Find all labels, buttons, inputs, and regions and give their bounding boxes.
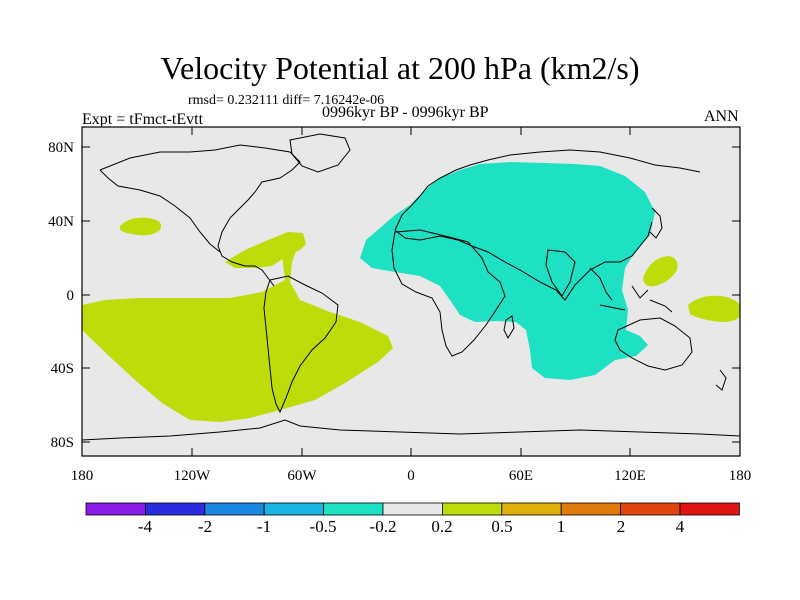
experiment-label: Expt = tFmct-tEvtt bbox=[82, 111, 204, 128]
colorbar-box bbox=[441, 502, 503, 516]
coastline-north-america bbox=[99, 144, 301, 287]
coastline-madagascar bbox=[503, 315, 515, 340]
positive-region-west-pacific bbox=[643, 256, 678, 287]
colorbar-label: -1 bbox=[257, 517, 271, 536]
colorbar-label: -2 bbox=[198, 517, 212, 536]
coastline-antarctica bbox=[82, 419, 740, 441]
colorbar-label: -0.2 bbox=[370, 517, 397, 536]
colorbar-box bbox=[85, 502, 146, 516]
lon-label-180e: 180 bbox=[729, 468, 752, 484]
period-label: 0996kyr BP - 0996kyr BP bbox=[322, 104, 489, 121]
coastline-greenland bbox=[289, 133, 351, 173]
colorbar-box bbox=[620, 502, 681, 516]
coastline-new-zealand bbox=[715, 369, 727, 391]
axis-ticks bbox=[81, 127, 741, 456]
map-title: Velocity Potential at 200 hPa (km2/s) bbox=[160, 50, 640, 86]
lon-label-120e: 120E bbox=[614, 468, 646, 484]
positive-region-south-pacific bbox=[82, 235, 393, 422]
colorbar-label: 2 bbox=[617, 517, 626, 536]
lat-label-40s: 40S bbox=[51, 361, 74, 377]
colorbar-box bbox=[679, 502, 740, 516]
colorbar-label: 0.5 bbox=[491, 517, 512, 536]
coastline-eurasia bbox=[394, 149, 701, 301]
positive-region-caribbean bbox=[225, 232, 306, 268]
coastline-maritime-continent bbox=[589, 267, 673, 313]
lon-label-60w: 60W bbox=[287, 468, 317, 484]
season-label: ANN bbox=[704, 108, 739, 125]
negative-region-eurasia-indian-ocean bbox=[360, 162, 655, 380]
colorbar-label: 1 bbox=[557, 517, 566, 536]
positive-region-date-line bbox=[688, 295, 740, 322]
colorbar-box bbox=[204, 502, 265, 516]
coastline-japan bbox=[649, 207, 663, 239]
colorbar-box bbox=[323, 502, 384, 516]
lon-label-60e: 60E bbox=[509, 468, 533, 484]
positive-region-north-pacific bbox=[119, 217, 162, 236]
colorbar-label: 0.2 bbox=[431, 517, 452, 536]
lon-label-180w: 180 bbox=[71, 468, 94, 484]
colorbar-label: 4 bbox=[676, 517, 685, 536]
lon-label-0: 0 bbox=[407, 468, 415, 484]
coastline-south-america bbox=[263, 275, 339, 414]
coastline-india bbox=[545, 249, 576, 297]
lon-label-120w: 120W bbox=[174, 468, 212, 484]
coastline-australia bbox=[614, 317, 693, 371]
colorbar-box bbox=[382, 502, 443, 516]
colorbar-labels: -4 -2 -1 -0.5 -0.2 0.2 0.5 1 2 4 bbox=[138, 517, 685, 536]
lat-label-40n: 40N bbox=[48, 214, 74, 230]
colorbar-box bbox=[501, 502, 562, 516]
lat-label-80n: 80N bbox=[48, 140, 74, 156]
colorbar-label: -0.5 bbox=[310, 517, 337, 536]
coastline-africa bbox=[391, 229, 506, 357]
colorbar-box bbox=[263, 502, 325, 516]
lat-label-80s: 80S bbox=[51, 435, 74, 451]
colorbar-box bbox=[144, 502, 206, 516]
lat-label-0: 0 bbox=[67, 288, 75, 304]
colorbar bbox=[85, 502, 740, 516]
coastlines bbox=[82, 133, 740, 441]
colorbar-label: -4 bbox=[138, 517, 153, 536]
colorbar-box bbox=[560, 502, 622, 516]
stats-text: rmsd= 0.232111 diff= 7.16242e-06 bbox=[188, 93, 385, 108]
